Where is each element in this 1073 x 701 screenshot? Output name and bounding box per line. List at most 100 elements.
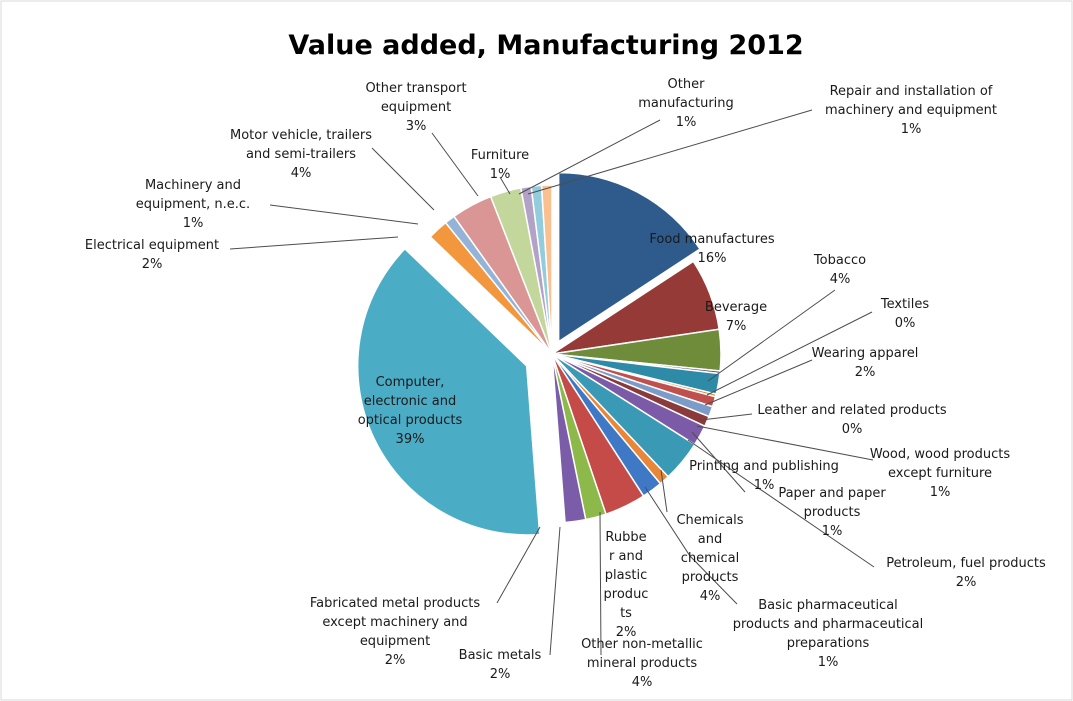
pie-slice-computer-electronic-and-optical-products — [356, 247, 541, 536]
slice-label-line: 1% — [490, 167, 511, 182]
leader-line — [599, 511, 602, 656]
slice-label-line: Basic pharmaceutical — [758, 598, 898, 613]
leader-lines-group — [229, 109, 875, 656]
leader-line — [518, 119, 661, 195]
slice-label-line: plastic — [605, 568, 647, 583]
slice-label-line: Textiles — [880, 297, 930, 312]
slice-label-line: 1% — [183, 216, 204, 231]
slice-label-line: 2% — [490, 667, 511, 682]
slice-label-line: 2% — [616, 625, 637, 640]
slice-label-line: manufacturing — [638, 96, 734, 111]
slice-label-line: 39% — [396, 432, 425, 447]
slice-label-line: 1% — [754, 478, 775, 493]
slice-label: Chemicals and chemical products 4% — [676, 513, 743, 604]
slice-label-line: Petroleum, fuel products — [886, 556, 1046, 571]
leader-line — [707, 289, 836, 382]
slice-labels-group: Food manufactures 16%Beverage 7%Tobacco 4%T… — [85, 77, 1046, 690]
slice-label-line: preparations — [787, 636, 870, 651]
slice-label-line: Furniture — [471, 148, 529, 163]
slice-label-line: equipment, n.e.c. — [136, 197, 250, 212]
slice-label-line: 0% — [895, 316, 916, 331]
leader-line — [704, 359, 813, 406]
slice-label-line: 16% — [698, 251, 727, 266]
slice-label-line: except furniture — [888, 466, 992, 481]
slice-label-line: Repair and installation of — [830, 84, 993, 99]
slice-label-line: 2% — [385, 653, 406, 668]
slice-label: Petroleum, fuel products 2% — [886, 556, 1046, 590]
slice-label-line: 1% — [676, 115, 697, 130]
slice-label-line: Wearing apparel — [812, 346, 919, 361]
slice-label-line: 4% — [700, 589, 721, 604]
slice-label: Wearing apparel 2% — [812, 346, 919, 380]
slice-label-line: 4% — [632, 675, 653, 690]
slice-label: Other manufacturing 1% — [638, 77, 734, 130]
slice-label-line: 2% — [855, 365, 876, 380]
slice-label-line: products — [682, 570, 739, 585]
slice-label-line: Leather and related products — [757, 403, 946, 418]
slice-label-line: Chemicals — [676, 513, 743, 528]
leader-line — [696, 425, 874, 461]
leader-line — [687, 439, 875, 568]
slice-label-line: Other non-metallic — [581, 637, 703, 652]
leader-line — [706, 311, 873, 396]
slice-label: Fabricated metal products except machiner… — [310, 596, 481, 668]
slice-label-line: r and — [609, 549, 643, 564]
slice-label: Leather and related products 0% — [757, 403, 946, 437]
slice-label-line: Beverage — [705, 300, 767, 315]
leader-line — [229, 236, 399, 250]
leader-line — [691, 431, 746, 493]
slice-label-line: Rubbe — [605, 530, 646, 545]
slice-label-line: Printing and publishing — [689, 459, 839, 474]
slice-label: Machinery and equipment, n.e.c. 1% — [136, 178, 250, 231]
slice-label: Textiles 0% — [880, 297, 930, 331]
slice-label: Computer, electronic and optical products 3… — [358, 375, 463, 447]
leader-line — [371, 147, 435, 211]
slice-label-line: 1% — [822, 524, 843, 539]
slice-label-line: equipment — [381, 100, 451, 115]
slice-label-line: products and pharmaceutical — [733, 617, 924, 632]
slice-label: Basic pharmaceutical products and pharmac… — [733, 598, 924, 670]
slice-label: Other non-metallic mineral products 4% — [581, 637, 703, 690]
slice-label: Electrical equipment 2% — [85, 238, 219, 272]
leader-line — [496, 526, 541, 604]
slice-label-line: 4% — [830, 272, 851, 287]
slice-label-line: Tobacco — [813, 253, 866, 268]
slice-label-line: Electrical equipment — [85, 238, 219, 253]
leader-line — [431, 132, 479, 197]
slice-label-line: Machinery and — [145, 178, 241, 193]
slice-label: Beverage 7% — [705, 300, 767, 334]
pie-slice-repair-and-installation-of-machinery-and-equipment — [540, 184, 553, 355]
slice-label-line: except machinery and — [322, 615, 467, 630]
slice-label-line: 3% — [406, 119, 427, 134]
leader-line — [549, 526, 561, 656]
slice-label: Rubbe r and plastic produc ts 2% — [604, 530, 649, 640]
slice-label-line: Paper and paper — [778, 486, 886, 501]
slice-label-line: Fabricated metal products — [310, 596, 481, 611]
slice-label-line: ts — [620, 606, 632, 621]
slice-label-line: Other transport — [365, 81, 466, 96]
slice-label-line: and — [698, 532, 722, 547]
slice-label: Tobacco 4% — [813, 253, 866, 287]
slice-label-line: machinery and equipment — [825, 103, 997, 118]
pie-slice-food-manufactures — [557, 171, 702, 344]
slice-label-line: optical products — [358, 413, 463, 428]
slice-label-line: equipment — [360, 634, 430, 649]
slice-label-line: 7% — [726, 319, 747, 334]
slice-label: Motor vehicle, trailers and semi-trailers… — [230, 128, 372, 181]
leader-line — [527, 109, 813, 195]
leader-line — [660, 469, 668, 513]
slice-label: Food manufactures 16% — [649, 232, 774, 266]
leader-line — [644, 486, 738, 605]
slice-label-line: produc — [604, 587, 649, 602]
slice-label-line: 0% — [842, 422, 863, 437]
chart-title: Value added, Manufacturing 2012 — [288, 30, 803, 61]
slices-group — [356, 171, 722, 536]
slice-label-line: Other — [668, 77, 706, 92]
slice-label: Paper and paper products 1% — [778, 486, 886, 539]
slice-label-line: and semi-trailers — [246, 147, 356, 162]
slice-label-line: Motor vehicle, trailers — [230, 128, 372, 143]
slice-label-line: Basic metals — [459, 648, 542, 663]
leader-line — [269, 204, 419, 225]
